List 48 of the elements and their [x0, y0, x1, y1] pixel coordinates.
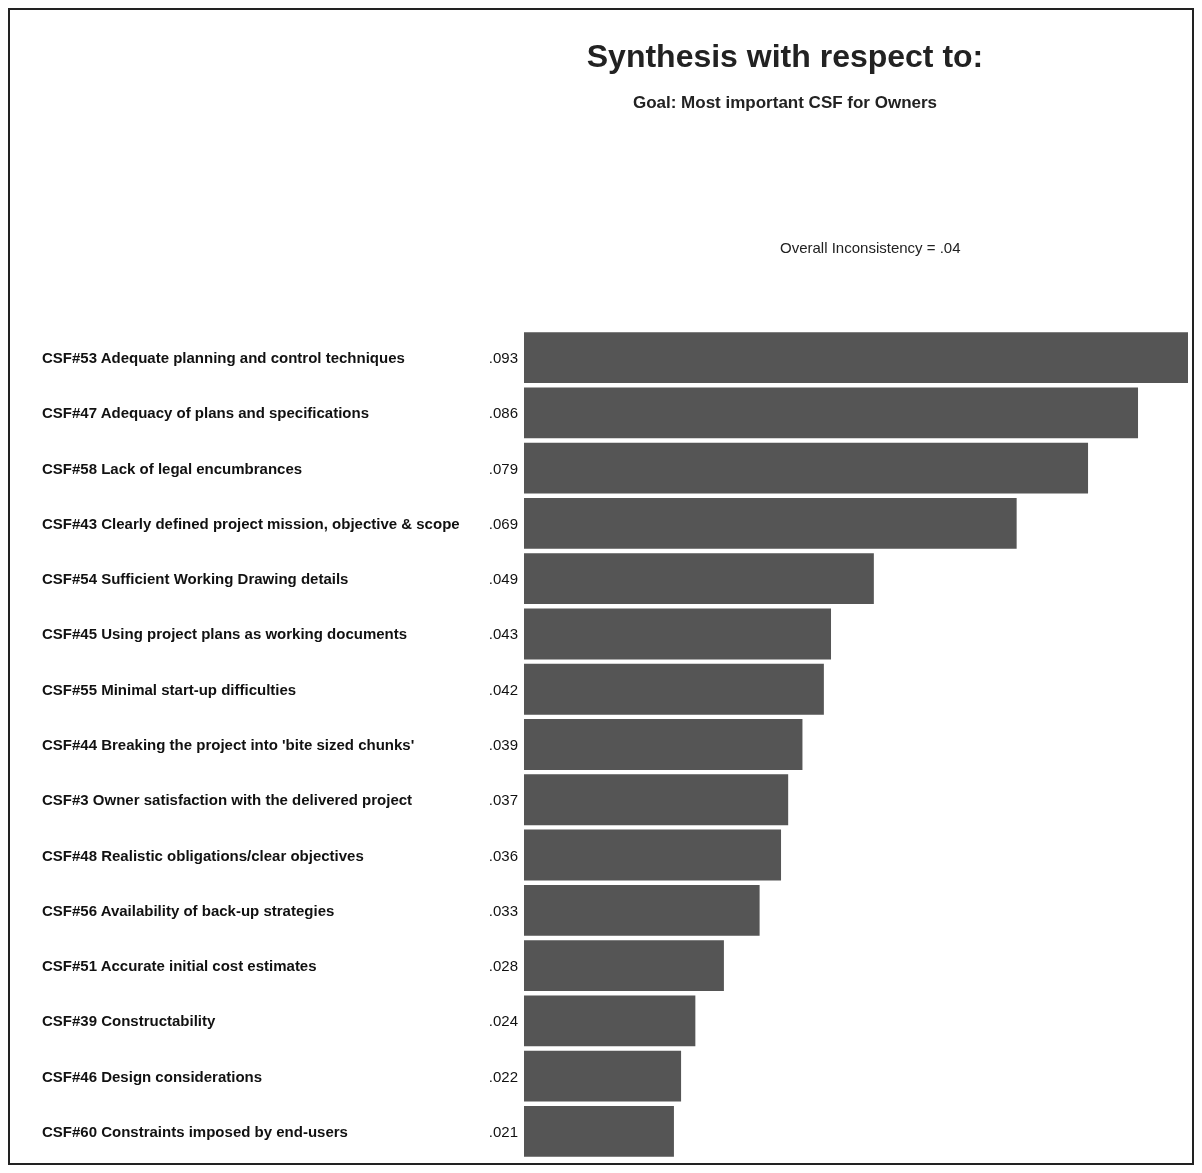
- y-tick-label: CSF#44 Breaking the project into 'bite sized chunks': [42, 736, 415, 753]
- bar: [524, 387, 1139, 439]
- bar: [524, 332, 1188, 384]
- data-label: .043: [488, 625, 518, 643]
- y-tick-label: CSF#48 Realistic obligations/clear objectives: [42, 846, 364, 864]
- y-tick-label: CSF#3 Owner satisfaction with the delivered project: [42, 791, 413, 809]
- chart-title: Synthesis with respect to:: [586, 38, 984, 74]
- y-tick-label: CSF#54 Sufficient Working Drawing details: [42, 570, 349, 588]
- bar: [524, 1105, 674, 1157]
- bar: [524, 719, 803, 770]
- data-label: .086: [488, 404, 518, 422]
- data-label: .079: [488, 459, 518, 477]
- data-label: .037: [488, 791, 518, 809]
- y-tick-label: CSF#39 Constructability: [42, 1012, 217, 1030]
- bar: [524, 553, 874, 605]
- data-label: .093: [488, 349, 518, 367]
- data-label: .021: [488, 1122, 518, 1140]
- y-tick-label: CSF#58 Lack of legal encumbrances: [42, 459, 303, 477]
- y-tick-label: CSF#51 Accurate initial cost estimates: [42, 957, 317, 975]
- y-tick-label: CSF#56 Availability of back-up strategies: [42, 901, 335, 919]
- data-label: .042: [488, 680, 518, 698]
- y-tick-label: CSF#53 Adequate planning and control techniques: [42, 349, 405, 367]
- data-label: .039: [488, 736, 518, 753]
- y-tick-label: CSF#43 Clearly defined project mission, objective & scope: [42, 514, 460, 532]
- data-label: .033: [488, 901, 518, 919]
- bar: [524, 498, 1017, 549]
- y-tick-label: CSF#60 Constraints imposed by end-users: [42, 1122, 348, 1140]
- bar: [524, 940, 724, 991]
- data-label: .049: [488, 570, 518, 588]
- bar: [524, 1050, 682, 1102]
- data-label: .024: [488, 1012, 518, 1030]
- data-label: .022: [488, 1067, 518, 1085]
- data-label: .028: [488, 957, 518, 975]
- text: Overall Inconsistency = .04: [779, 239, 961, 256]
- y-tick-label: CSF#45 Using project plans as working documents: [42, 625, 408, 643]
- bar: [524, 774, 789, 826]
- y-tick-label: CSF#55 Minimal start-up difficulties: [42, 680, 297, 698]
- y-tick-label: CSF#47 Adequacy of plans and specifications: [42, 404, 370, 422]
- bar: [524, 995, 696, 1047]
- bar: [524, 884, 760, 936]
- bar: [524, 442, 1089, 494]
- bar: [524, 829, 782, 881]
- bar: [524, 663, 824, 715]
- data-label: .036: [488, 846, 518, 864]
- data-label: .069: [488, 514, 518, 532]
- y-tick-label: CSF#46 Design considerations: [42, 1067, 263, 1085]
- chart-subtitle: Goal: Most important CSF for Owners: [632, 93, 938, 112]
- bar: [524, 608, 832, 660]
